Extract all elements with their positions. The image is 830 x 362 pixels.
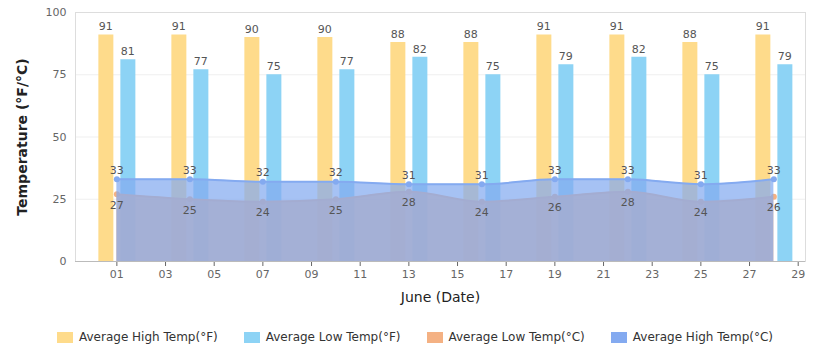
svg-text:24: 24 <box>475 206 489 219</box>
svg-text:32: 32 <box>256 166 270 179</box>
svg-text:24: 24 <box>256 206 270 219</box>
svg-text:31: 31 <box>475 169 489 182</box>
svg-text:25: 25 <box>183 204 197 217</box>
html-text:Average High Temp(°F): Average High Temp(°F) <box>79 330 218 344</box>
svg-text:91: 91 <box>756 20 770 33</box>
svg-text:19: 19 <box>548 268 562 281</box>
svg-text:33: 33 <box>767 164 781 177</box>
svg-text:25: 25 <box>329 204 343 217</box>
svg-text:31: 31 <box>694 169 708 182</box>
svg-text:17: 17 <box>499 268 513 281</box>
svg-text:09: 09 <box>305 268 319 281</box>
svg-text:75: 75 <box>267 60 281 73</box>
svg-text:100: 100 <box>46 6 67 19</box>
svg-text:25: 25 <box>694 268 708 281</box>
svg-text:77: 77 <box>340 55 354 68</box>
svg-text:90: 90 <box>318 23 332 36</box>
svg-text:33: 33 <box>110 164 124 177</box>
html-text:Average High Temp(°C): Average High Temp(°C) <box>632 330 773 344</box>
svg-text:Temperature (°F/°C): Temperature (°F/°C) <box>14 58 30 215</box>
svg-text:33: 33 <box>548 164 562 177</box>
svg-text:29: 29 <box>791 268 805 281</box>
svg-text:28: 28 <box>621 196 635 209</box>
svg-text:31: 31 <box>402 169 416 182</box>
svg-text:82: 82 <box>632 43 646 56</box>
svg-text:75: 75 <box>705 60 719 73</box>
svg-text:75: 75 <box>53 68 67 81</box>
svg-text:33: 33 <box>183 164 197 177</box>
svg-text:91: 91 <box>610 20 624 33</box>
svg-text:05: 05 <box>207 268 221 281</box>
svg-text:28: 28 <box>402 196 416 209</box>
svg-text:June (Date): June (Date) <box>400 289 480 305</box>
svg-text:23: 23 <box>645 268 659 281</box>
svg-text:77: 77 <box>194 55 208 68</box>
svg-text:32: 32 <box>329 166 343 179</box>
svg-text:82: 82 <box>413 43 427 56</box>
svg-text:26: 26 <box>548 201 562 214</box>
svg-text:03: 03 <box>159 268 173 281</box>
svg-text:79: 79 <box>778 50 792 63</box>
svg-text:91: 91 <box>99 20 113 33</box>
svg-text:88: 88 <box>464 28 478 41</box>
svg-text:26: 26 <box>767 201 781 214</box>
svg-text:15: 15 <box>451 268 465 281</box>
svg-text:33: 33 <box>621 164 635 177</box>
svg-text:11: 11 <box>353 268 367 281</box>
svg-text:0: 0 <box>60 255 67 268</box>
svg-text:81: 81 <box>121 45 135 58</box>
svg-text:01: 01 <box>110 268 124 281</box>
svg-text:25: 25 <box>53 193 67 206</box>
html-text:Average Low Temp(°F): Average Low Temp(°F) <box>265 330 401 344</box>
svg-text:21: 21 <box>597 268 611 281</box>
svg-text:91: 91 <box>537 20 551 33</box>
svg-text:75: 75 <box>486 60 500 73</box>
svg-text:90: 90 <box>245 23 259 36</box>
svg-text:07: 07 <box>256 268 270 281</box>
svg-text:88: 88 <box>391 28 405 41</box>
svg-text:79: 79 <box>559 50 573 63</box>
svg-text:27: 27 <box>110 199 124 212</box>
svg-text:50: 50 <box>53 131 67 144</box>
svg-text:27: 27 <box>743 268 757 281</box>
html-text:Average Low Temp(°C): Average Low Temp(°C) <box>448 330 585 344</box>
svg-text:91: 91 <box>172 20 186 33</box>
svg-text:13: 13 <box>402 268 416 281</box>
svg-text:88: 88 <box>683 28 697 41</box>
svg-text:24: 24 <box>694 206 708 219</box>
